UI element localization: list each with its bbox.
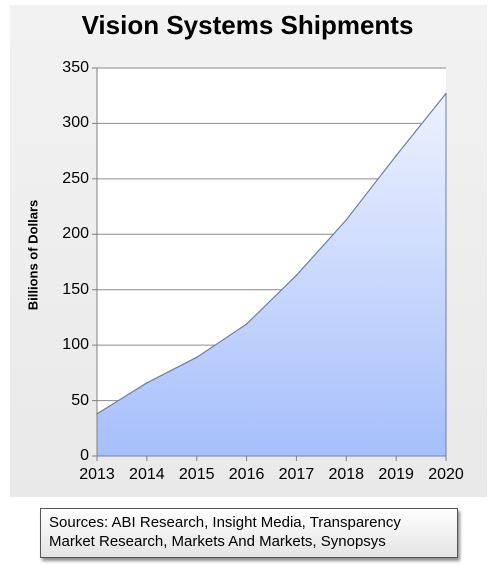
chart-title: Vision Systems Shipments <box>81 10 414 40</box>
data-point <box>195 356 198 359</box>
y-tick-label: 250 <box>62 169 89 187</box>
y-tick-label: 0 <box>80 447 89 464</box>
area-series <box>97 93 446 457</box>
data-point <box>445 92 447 95</box>
x-tick-label: 2020 <box>428 466 464 483</box>
data-point <box>295 274 298 277</box>
x-tick-label: 2019 <box>378 466 414 483</box>
y-tick-label: 200 <box>62 225 89 243</box>
data-point <box>245 323 248 325</box>
series-line <box>96 93 447 415</box>
x-tick-label: 2017 <box>278 466 315 483</box>
x-tick-label: 2016 <box>228 466 265 483</box>
source-note: Sources: ABI Research, Insight Media, Tr… <box>40 508 458 558</box>
x-tick-label: 2014 <box>129 466 165 483</box>
y-tick-label: 100 <box>62 336 89 354</box>
data-point <box>146 382 148 384</box>
chart-plot <box>92 67 447 461</box>
y-tick-label: 300 <box>62 114 89 132</box>
y-tick-label: 50 <box>71 391 89 409</box>
x-tick-label: 2015 <box>178 466 215 483</box>
data-point <box>345 219 348 221</box>
y-tick-label: 150 <box>62 280 89 298</box>
x-tick-label: 2013 <box>79 466 115 483</box>
y-tick-label: 350 <box>62 59 89 76</box>
x-tick-label: 2018 <box>328 466 365 483</box>
data-point <box>395 154 397 157</box>
